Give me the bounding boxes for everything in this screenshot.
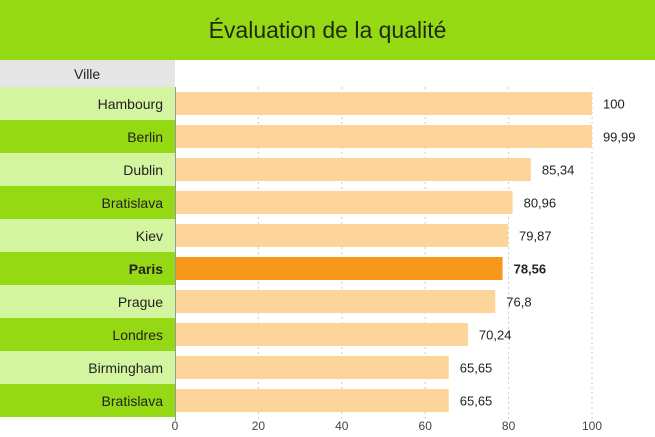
x-tick-label: 60 [419,419,433,433]
bar [176,389,449,412]
category-label: Bratislava [0,186,175,219]
data-label: 76,8 [506,295,531,310]
data-label: 70,24 [479,328,512,343]
data-label: 80,96 [524,196,557,211]
bar [176,290,496,313]
data-label: 85,34 [542,163,575,178]
x-tick-label: 0 [172,419,179,433]
data-label: 79,87 [519,229,552,244]
bar [176,323,468,346]
category-label: Londres [0,318,175,351]
data-label: 65,65 [460,394,493,409]
category-label: Hambourg [0,87,175,120]
data-label: 100 [603,97,625,112]
bar [176,158,531,181]
bar [176,191,513,214]
x-tick-label: 20 [252,419,266,433]
bar [176,224,509,247]
x-tick-label: 80 [502,419,516,433]
x-tick-label: 40 [335,419,349,433]
data-label: 65,65 [460,361,493,376]
bar [176,257,503,280]
category-label: Kiev [0,219,175,252]
chart-title: Évaluation de la qualité [208,16,447,43]
data-label: 99,99 [603,130,636,145]
category-label: Berlin [0,120,175,153]
category-label: Bratislava [0,384,175,417]
category-label: Paris [0,252,175,285]
column-header-label: Ville [74,66,101,82]
bar [176,92,592,115]
category-label: Prague [0,285,175,318]
bar [176,125,592,148]
title-bar: Évaluation de la qualité [0,0,655,60]
category-labels: Hambourg Berlin Dublin Bratislava Kiev Paris P… [0,87,175,417]
category-label: Dublin [0,153,175,186]
column-header: Ville [0,60,175,87]
x-tick-label: 100 [582,419,602,433]
data-label: 78,56 [514,262,547,277]
category-label: Birmingham [0,351,175,384]
bar [176,356,449,379]
